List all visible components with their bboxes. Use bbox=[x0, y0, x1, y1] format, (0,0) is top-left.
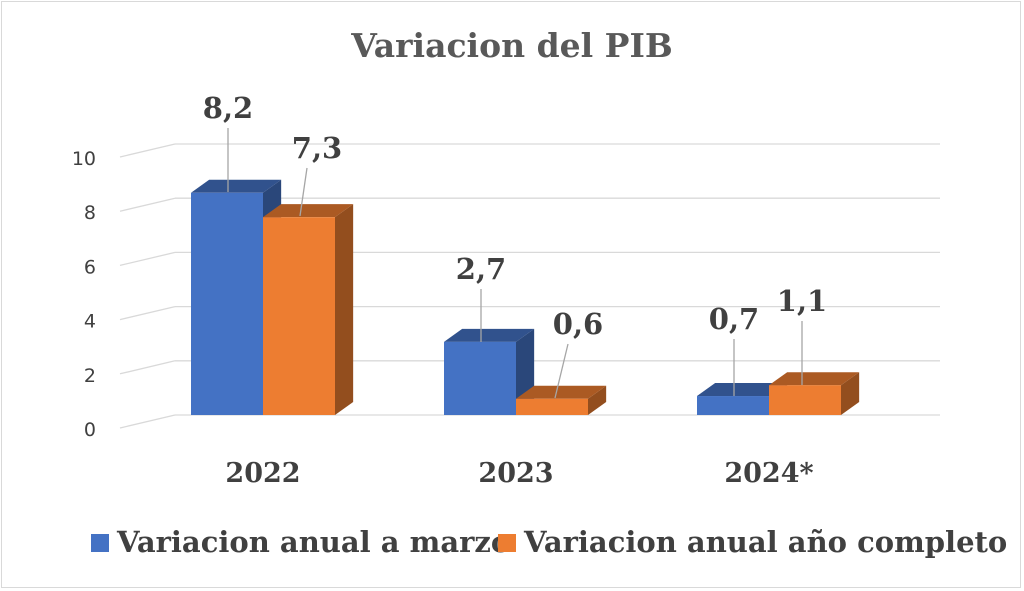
data-label: 0,6 bbox=[553, 307, 603, 341]
data-label: 2,7 bbox=[456, 252, 506, 286]
y-tick-label: 10 bbox=[72, 148, 96, 170]
bar-front bbox=[444, 341, 516, 415]
bar-top bbox=[769, 372, 860, 386]
gridline-depth bbox=[119, 251, 176, 267]
data-label: 0,7 bbox=[709, 302, 759, 336]
y-tick-label: 6 bbox=[84, 256, 96, 278]
bar-top bbox=[516, 385, 607, 399]
x-tick-label: 2024* bbox=[724, 458, 813, 489]
legend-swatch bbox=[91, 534, 109, 552]
data-label: 7,3 bbox=[292, 131, 342, 165]
gridline-depth bbox=[119, 197, 176, 212]
data-label: 1,1 bbox=[777, 284, 827, 318]
data-labels: 8,2 7,3 2,7 0,6 0,7 1,1 bbox=[203, 91, 827, 399]
y-tick-label: 0 bbox=[84, 419, 96, 441]
legend-swatch bbox=[498, 534, 516, 552]
data-label-leader bbox=[554, 343, 569, 399]
y-axis: 0 2 4 6 8 10 bbox=[72, 148, 96, 441]
x-tick-label: 2022 bbox=[225, 458, 300, 489]
x-tick-label: 2023 bbox=[478, 458, 553, 489]
legend: Variacion anual a marzo Variacion anual a… bbox=[91, 525, 1007, 559]
data-label-leader bbox=[299, 167, 308, 217]
y-tick-label: 2 bbox=[84, 365, 96, 387]
gridline-depth bbox=[119, 305, 176, 321]
gridline-depth bbox=[119, 360, 176, 375]
gridline-depth bbox=[119, 414, 176, 429]
bar-top bbox=[444, 328, 535, 342]
legend-label: Variacion anual año completo bbox=[523, 525, 1007, 559]
legend-label: Variacion anual a marzo bbox=[116, 525, 510, 559]
bar-top bbox=[697, 383, 788, 397]
bar-front bbox=[191, 192, 263, 415]
y-tick-label: 8 bbox=[84, 202, 96, 224]
bar-side bbox=[841, 372, 860, 415]
data-label: 8,2 bbox=[203, 91, 253, 125]
x-axis: 2022 2023 2024* bbox=[225, 458, 813, 489]
bar-top bbox=[191, 179, 282, 193]
bar-front bbox=[697, 396, 769, 415]
bars bbox=[191, 179, 860, 415]
bar-completo-2 bbox=[769, 372, 860, 415]
bar-marzo-1 bbox=[444, 328, 535, 415]
chart-title: Variacion del PIB bbox=[350, 26, 673, 65]
gridline-depth bbox=[119, 143, 176, 158]
bar-side bbox=[335, 204, 354, 415]
bar-side bbox=[588, 385, 607, 415]
bar-top bbox=[263, 204, 354, 218]
bar-front bbox=[263, 217, 335, 415]
bar-completo-0 bbox=[263, 204, 354, 415]
y-tick-label: 4 bbox=[84, 311, 96, 333]
bar-completo-1 bbox=[516, 385, 607, 415]
bar-front bbox=[516, 398, 588, 415]
bar-front bbox=[769, 385, 841, 415]
